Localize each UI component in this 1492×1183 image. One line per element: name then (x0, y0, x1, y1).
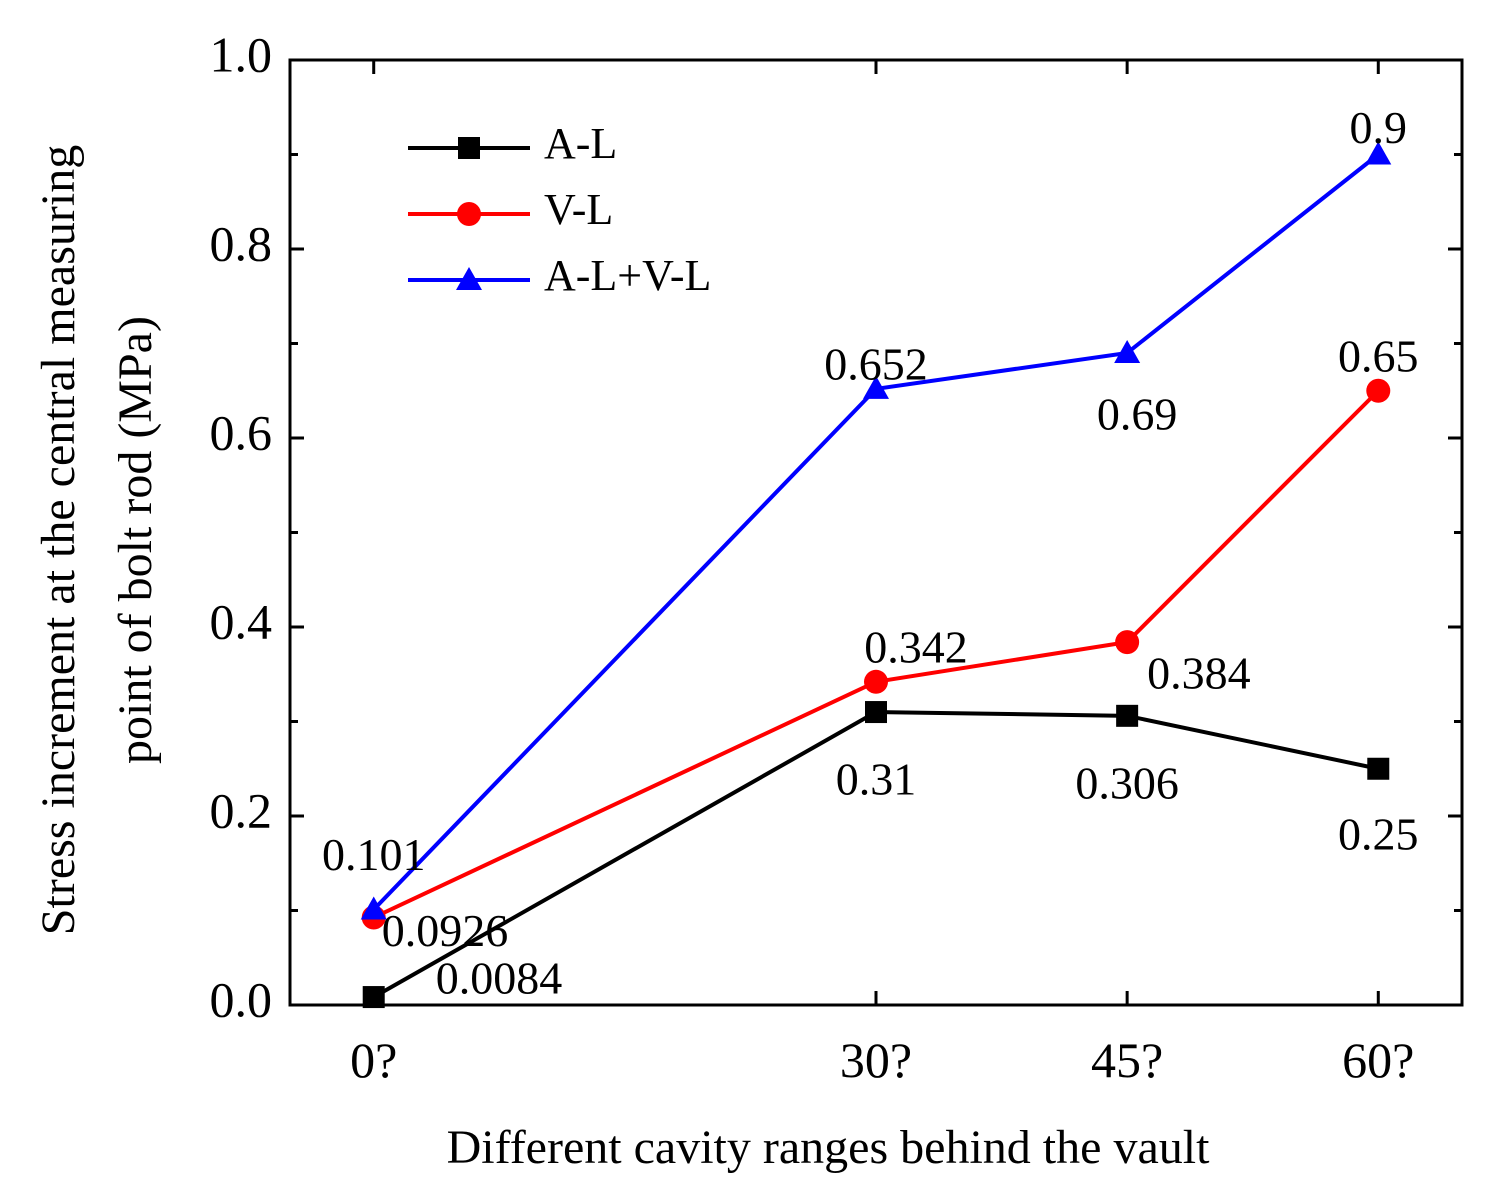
data-point (1114, 339, 1141, 363)
legend: A-L V-L A-L+V-L (408, 119, 711, 300)
data-label: 0.101 (322, 829, 426, 880)
data-label: 0.0926 (382, 905, 509, 956)
legend-marker (458, 137, 480, 159)
x-axis-title: Different cavity ranges behind the vault (447, 1121, 1211, 1174)
data-label: 0.0084 (436, 953, 563, 1004)
x-tick-label: 45? (1091, 1032, 1163, 1088)
y-axis-title-line2: point of bolt rod (MPa) (109, 316, 162, 764)
data-point (360, 896, 387, 920)
y-axis-title-line1: Stress increment at the central measurin… (32, 145, 85, 935)
data-point (1365, 141, 1392, 165)
data-label: 0.342 (864, 621, 968, 672)
data-point (1115, 630, 1140, 655)
legend-item: A-L (408, 119, 617, 168)
data-point (863, 375, 889, 399)
legend-marker (457, 202, 481, 226)
y-axis: 0.0 0.2 0.4 0.6 0.8 1.0 (210, 26, 1462, 1027)
y-tick-label: 1.0 (210, 26, 273, 82)
data-label: 0.69 (1097, 389, 1178, 440)
y-tick-label: 0.0 (210, 971, 273, 1027)
data-point (1116, 704, 1139, 727)
data-label: 0.9 (1350, 102, 1408, 153)
data-labels: 0.0084 0.31 0.306 0.25 0.0926 0.342 0.384 0.65 0… (322, 102, 1419, 1004)
data-label: 0.306 (1075, 757, 1179, 808)
y-tick-label: 0.2 (210, 782, 273, 838)
series-a-l-v-l (360, 141, 1392, 920)
data-label: 0.384 (1147, 648, 1251, 699)
x-axis: 0? 30? 45? 60? (350, 60, 1414, 1088)
legend-item: A-L+V-L (408, 251, 711, 300)
legend-label: A-L (544, 119, 617, 168)
x-tick-label: 30? (840, 1032, 912, 1088)
series-a-l (362, 701, 1390, 1009)
data-point (864, 669, 888, 694)
plot-frame (288, 58, 1464, 1007)
data-point (865, 701, 887, 724)
series-layer (360, 141, 1392, 1009)
data-label: 0.25 (1338, 808, 1419, 859)
series-line (372, 389, 1380, 920)
data-point (1366, 378, 1391, 403)
y-tick-label: 0.8 (210, 215, 273, 271)
x-tick-label: 0? (350, 1032, 397, 1088)
y-tick-label: 0.4 (210, 593, 273, 649)
series-v-l (361, 378, 1391, 930)
data-point (1367, 757, 1390, 780)
plot-border (288, 58, 1464, 1007)
data-label: 0.65 (1338, 330, 1419, 381)
legend-item: V-L (408, 185, 613, 234)
data-label: 0.652 (824, 338, 928, 389)
legend-label: V-L (544, 185, 613, 234)
legend-label: A-L+V-L (544, 251, 711, 300)
legend-marker (456, 267, 482, 290)
series-line (372, 710, 1379, 999)
x-tick-label: 60? (1342, 1032, 1414, 1088)
y-tick-label: 0.6 (210, 404, 273, 460)
series-line (372, 152, 1380, 911)
data-point (362, 986, 385, 1009)
data-label: 0.31 (836, 754, 917, 805)
